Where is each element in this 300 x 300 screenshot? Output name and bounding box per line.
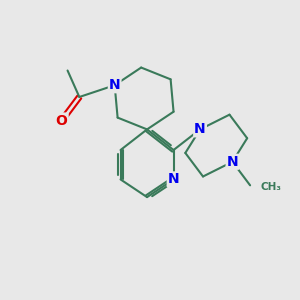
Text: N: N: [168, 172, 179, 186]
Text: N: N: [226, 155, 238, 169]
Text: O: O: [56, 114, 68, 128]
Text: N: N: [194, 122, 206, 136]
Text: N: N: [109, 78, 121, 92]
Text: CH₃: CH₃: [260, 182, 281, 192]
